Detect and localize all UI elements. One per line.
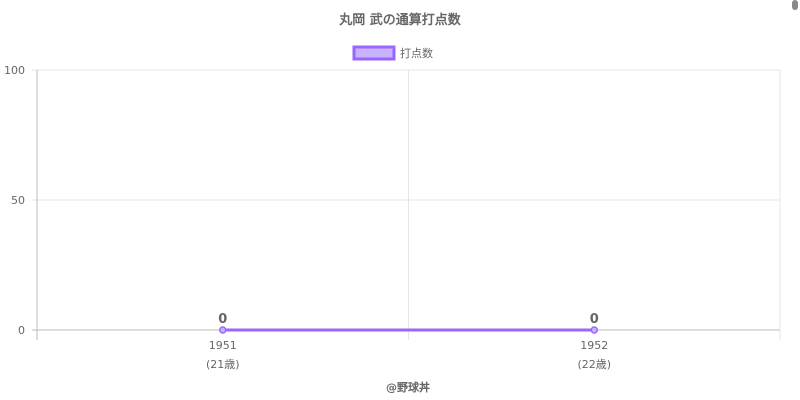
grid: 0 50 100 1951 (21歳) 1952 (22歳) (4, 64, 781, 371)
legend-label: 打点数 (400, 46, 433, 60)
data-label: 0 (590, 312, 599, 327)
scrollbar[interactable] (792, 0, 798, 10)
data-label: 0 (218, 312, 227, 327)
y-tick-label: 0 (18, 324, 25, 337)
data-point (590, 326, 598, 334)
legend-swatch (352, 45, 396, 61)
legend[interactable]: 打点数 (352, 45, 433, 61)
chart-title: 丸岡 武の通算打点数 (338, 12, 462, 28)
data-point (219, 326, 227, 334)
x-tick-sublabel: (21歳) (206, 358, 240, 371)
x-tick-label: 1951 (209, 339, 237, 352)
x-tick-sublabel: (22歳) (577, 358, 611, 371)
x-tick-label: 1952 (580, 339, 608, 352)
y-tick-label: 50 (11, 194, 25, 207)
credit: @野球丼 (386, 380, 430, 394)
y-tick-label: 100 (4, 64, 25, 77)
